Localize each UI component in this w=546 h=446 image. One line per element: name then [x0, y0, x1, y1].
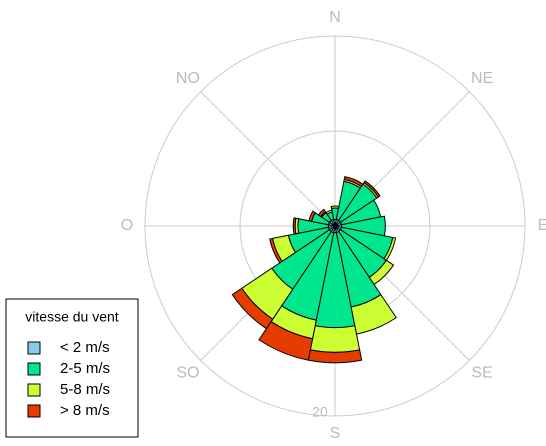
legend-label: 5-8 m/s: [60, 381, 110, 398]
wedge-segment: [269, 237, 283, 264]
wedge-segment: [325, 209, 333, 215]
wedge-segment: [363, 180, 381, 198]
compass-label: NE: [471, 70, 493, 87]
wedge-segment: [317, 208, 327, 218]
legend-swatch: [27, 404, 41, 418]
legend-title: vitesse du vent: [25, 309, 118, 325]
compass-label: NO: [176, 70, 200, 87]
wedge-segment: [258, 320, 314, 361]
r-label: 20: [312, 404, 328, 420]
wedge-segment: [231, 287, 274, 330]
wedges: [231, 176, 397, 364]
compass-label: O: [121, 217, 133, 234]
legend-label: 2-5 m/s: [60, 360, 110, 377]
legend-swatch: [27, 341, 41, 355]
legend-swatch: [27, 362, 41, 376]
legend-label: < 2 m/s: [60, 339, 110, 356]
wedge-segment: [309, 325, 361, 353]
wedge-segment: [368, 259, 395, 286]
wedge-segment: [343, 176, 364, 188]
compass-label: SO: [176, 364, 199, 381]
compass-label: E: [538, 217, 546, 234]
legend-swatch: [27, 383, 41, 397]
legend: < 2 m/s 2-5 m/s 5-8 m/s > 8 m/s: [27, 339, 110, 419]
compass-label: SE: [471, 364, 492, 381]
wedge-segment: [330, 205, 340, 209]
legend-label: > 8 m/s: [60, 402, 110, 419]
wedge-segment: [308, 210, 316, 222]
compass-label: S: [330, 425, 341, 441]
compass-label: N: [329, 9, 341, 26]
labels: N NE E SE S SO O NO 20: [121, 9, 546, 442]
wedge-segment: [292, 217, 297, 235]
